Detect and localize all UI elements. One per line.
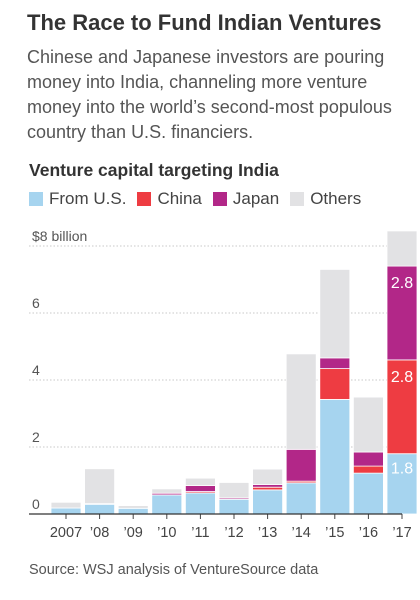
legend-item-us: From U.S. (29, 189, 126, 209)
bar-segment-others (151, 488, 183, 494)
bar-segment-us (184, 492, 216, 515)
y-tick-label: $8 billion (32, 228, 87, 244)
bar-segment-us (218, 498, 250, 515)
x-tick-label: ’16 (359, 525, 378, 541)
legend-item-others: Others (290, 189, 361, 209)
bar-segment-others (84, 468, 115, 505)
x-tick-label: ’09 (124, 525, 143, 541)
bar-segment-others (50, 501, 82, 509)
x-tick-label: ’10 (157, 525, 176, 541)
legend-item-china: China (137, 189, 202, 209)
bar-segment-japan (352, 451, 384, 467)
x-tick-label: ’14 (292, 525, 311, 541)
legend-label-china: China (157, 189, 202, 208)
x-tick-label: ’13 (258, 525, 277, 541)
bar-segment-japan (319, 357, 351, 370)
bar-segment-others (352, 396, 384, 453)
bar-segment-china (319, 368, 351, 400)
source-note: Source: WSJ analysis of VentureSource da… (29, 562, 319, 578)
bar-segment-us (285, 482, 317, 515)
data-label-japan: 2.8 (391, 275, 413, 292)
y-tick-label: 6 (32, 295, 40, 311)
legend-label-japan: Japan (232, 189, 280, 208)
bar-segment-us (117, 507, 149, 515)
x-tick-label: ’12 (224, 525, 243, 541)
bar-segment-others (386, 230, 418, 267)
bar-segment-japan (252, 484, 284, 488)
bar-segment-us (386, 453, 418, 515)
chart-title: Venture capital targeting India (29, 160, 279, 180)
bar-segment-others (117, 505, 149, 509)
bar-segment-others (218, 482, 250, 499)
x-tick-label: ’11 (191, 525, 209, 541)
bar-segment-japan (386, 265, 418, 361)
bar-segment-others (252, 468, 284, 485)
data-label-china: 2.8 (391, 369, 413, 386)
bar-segment-others (285, 353, 317, 450)
y-tick-label: 0 (32, 496, 40, 512)
bar-segment-us (252, 489, 284, 515)
bar-segment-japan (285, 448, 317, 482)
legend-label-others: Others (310, 189, 362, 208)
bar-segment-us (352, 472, 384, 515)
x-tick-label: ’08 (90, 525, 109, 541)
bar-segment-others (184, 477, 216, 486)
bar-segment-others (319, 269, 351, 359)
bar-segment-us (319, 399, 351, 515)
bar-segment-china (352, 465, 384, 474)
x-tick-label: ’15 (325, 525, 344, 541)
dek: Chinese and Japanese investors are pouri… (27, 47, 392, 142)
y-tick-label: 2 (32, 429, 40, 445)
bar-segment-us (151, 494, 183, 515)
legend-item-japan: Japan (212, 189, 280, 209)
legend-label-us: From U.S. (49, 189, 127, 208)
data-label-us: 1.8 (391, 461, 413, 478)
legend-swatch-us (29, 192, 43, 206)
y-tick-label: 4 (32, 362, 40, 378)
legend: From U.S. China Japan Others (29, 189, 372, 209)
bar-segment-china (386, 359, 418, 455)
bar-segment-china (252, 486, 284, 491)
bar-segment-japan (184, 485, 216, 492)
x-tick-label: ’17 (392, 525, 411, 541)
headline: The Race to Fund Indian Ventures (27, 10, 382, 35)
legend-swatch-others (290, 192, 305, 206)
stacked-bar-chart: 0 2 4 6 $8 billion 2007 ’08 ’09 ’10 ’11 ’12 ’13 ’14 ’… (29, 228, 418, 541)
bar-segment-us (84, 503, 115, 515)
legend-swatch-japan (212, 192, 227, 206)
bar-segment-us (50, 507, 82, 515)
legend-swatch-china (137, 192, 152, 206)
x-tick-label: 2007 (50, 525, 82, 541)
